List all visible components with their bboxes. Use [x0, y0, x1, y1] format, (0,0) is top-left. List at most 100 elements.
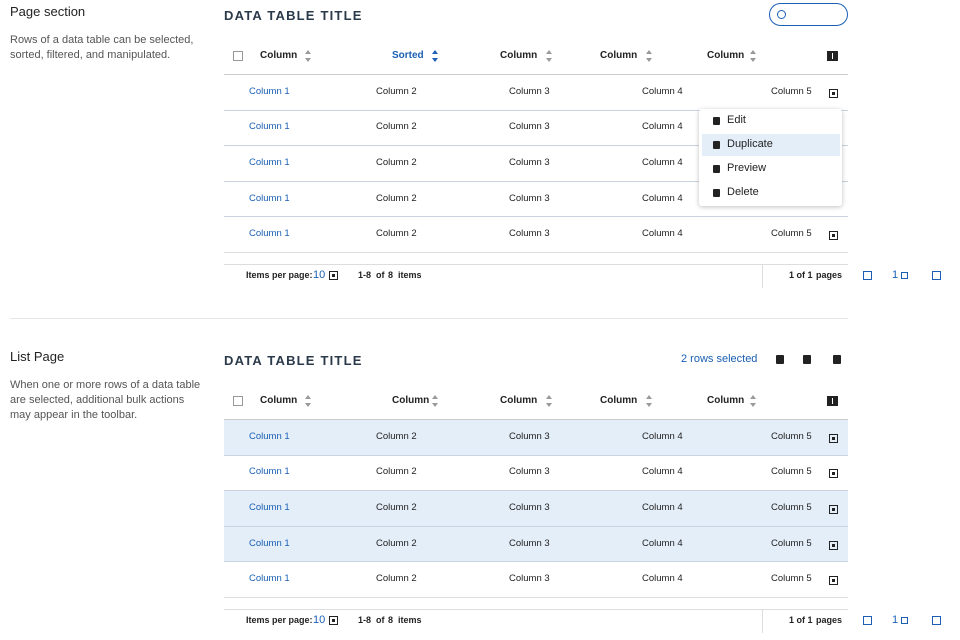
column-header[interactable]: Column [600, 395, 638, 406]
cell[interactable]: Column 1 [249, 502, 290, 513]
menu-item[interactable]: Preview [727, 162, 767, 174]
cell: Column 2 [376, 537, 417, 549]
help-icon[interactable] [329, 271, 338, 280]
cell[interactable]: Column 1 [249, 537, 290, 549]
add-button[interactable] [769, 3, 848, 26]
row-divider [224, 525, 848, 527]
menu-item[interactable]: Edit [727, 114, 746, 126]
cell: Column 4 [642, 228, 683, 240]
select-all-checkbox[interactable] [233, 396, 243, 406]
select-all-checkbox[interactable] [233, 51, 243, 61]
cell: Column 3 [509, 430, 550, 442]
bulk-action[interactable] [833, 355, 841, 364]
cell: Column 2 [376, 85, 417, 97]
cell: Column 5 [771, 430, 812, 442]
help-icon[interactable] [829, 576, 838, 586]
cell[interactable]: Column 1 [249, 192, 290, 204]
column-header[interactable]: Column [707, 395, 745, 406]
per-page[interactable]: 10 [313, 269, 326, 281]
footer-separator [762, 609, 763, 633]
cell: Column 5 [771, 573, 812, 585]
help-icon-dot [332, 274, 335, 277]
column-header[interactable]: Sorted [392, 50, 424, 61]
cell: Column 4 [642, 430, 683, 442]
prev-page[interactable] [863, 616, 872, 625]
section-title: List Page [10, 349, 65, 364]
column-settings[interactable] [827, 396, 838, 406]
column-header[interactable]: Column [500, 50, 538, 61]
cell[interactable]: Column 1 [249, 157, 290, 168]
help-icon[interactable] [829, 505, 838, 514]
sort-icon [750, 58, 756, 62]
column-settings[interactable] [827, 51, 838, 61]
cell: Column 4 [642, 85, 683, 97]
help-icon-dot [832, 472, 835, 476]
of-label: of [376, 615, 385, 625]
sort-icon [646, 50, 652, 54]
menu-item[interactable]: Delete [727, 186, 759, 198]
sort-icon [546, 403, 552, 407]
cell[interactable]: Column 1 [249, 573, 290, 585]
cell[interactable]: Column 1 [249, 430, 290, 442]
cell[interactable]: Column 1 [249, 85, 290, 97]
help-icon[interactable] [829, 88, 838, 98]
section-description: Rows of a data table can be selected, so… [10, 34, 194, 61]
context-menu [699, 109, 842, 206]
next-page[interactable] [932, 616, 941, 625]
sort-icon [305, 50, 311, 54]
row-divider [224, 109, 848, 111]
column-header[interactable]: Column [260, 395, 298, 406]
per-page[interactable]: 10 [313, 614, 326, 626]
column-header[interactable]: Column [500, 395, 538, 406]
range: 1-8 [358, 615, 372, 625]
page-select[interactable] [901, 272, 908, 279]
sort-icon [646, 403, 652, 407]
row-divider [224, 454, 848, 456]
help-icon[interactable] [829, 469, 838, 479]
column-header[interactable]: Column [392, 395, 430, 406]
next-page[interactable] [932, 271, 941, 280]
sort-icon [546, 58, 552, 62]
row-divider [224, 252, 848, 253]
footer-divider [224, 264, 848, 265]
cell: Column 3 [509, 85, 550, 97]
column-header[interactable]: Column [707, 50, 745, 61]
items-label: Items per page: [246, 615, 313, 625]
menu-item[interactable]: Duplicate [727, 138, 773, 150]
sort-icon [646, 395, 652, 399]
help-icon[interactable] [329, 616, 338, 625]
help-icon[interactable] [829, 540, 838, 550]
bulk-action[interactable] [803, 355, 811, 364]
help-icon[interactable] [829, 433, 838, 443]
sort-icon [646, 58, 652, 62]
cell: Column 5 [771, 466, 812, 478]
page-number[interactable]: 1 [892, 269, 899, 281]
page-select[interactable] [901, 617, 908, 624]
row-selected [224, 420, 848, 455]
help-icon-dot [832, 234, 835, 238]
sort-icon [546, 395, 552, 399]
sort-icon [750, 403, 756, 407]
cell: Column 3 [509, 502, 550, 513]
cell: Column 5 [771, 85, 812, 97]
add-icon [777, 10, 786, 19]
sort-icon [750, 395, 756, 399]
cell: Column 2 [376, 192, 417, 204]
bulk-action[interactable] [776, 355, 784, 364]
footer-divider [224, 609, 848, 610]
cell: Column 3 [509, 537, 550, 549]
row-selected [224, 491, 848, 526]
cell: Column 2 [376, 573, 417, 585]
page-of: 1 of 1 [789, 270, 813, 280]
prev-page[interactable] [863, 271, 872, 280]
help-icon[interactable] [829, 231, 838, 241]
cell[interactable]: Column 1 [249, 228, 290, 240]
help-icon-dot [832, 579, 835, 583]
column-header[interactable]: Column [600, 50, 638, 61]
page-number[interactable]: 1 [892, 614, 899, 626]
section-description: When one or more rows of a data table ar… [10, 379, 201, 421]
column-header[interactable]: Column [260, 50, 298, 61]
cell[interactable]: Column 1 [249, 121, 290, 133]
cell[interactable]: Column 1 [249, 466, 290, 478]
